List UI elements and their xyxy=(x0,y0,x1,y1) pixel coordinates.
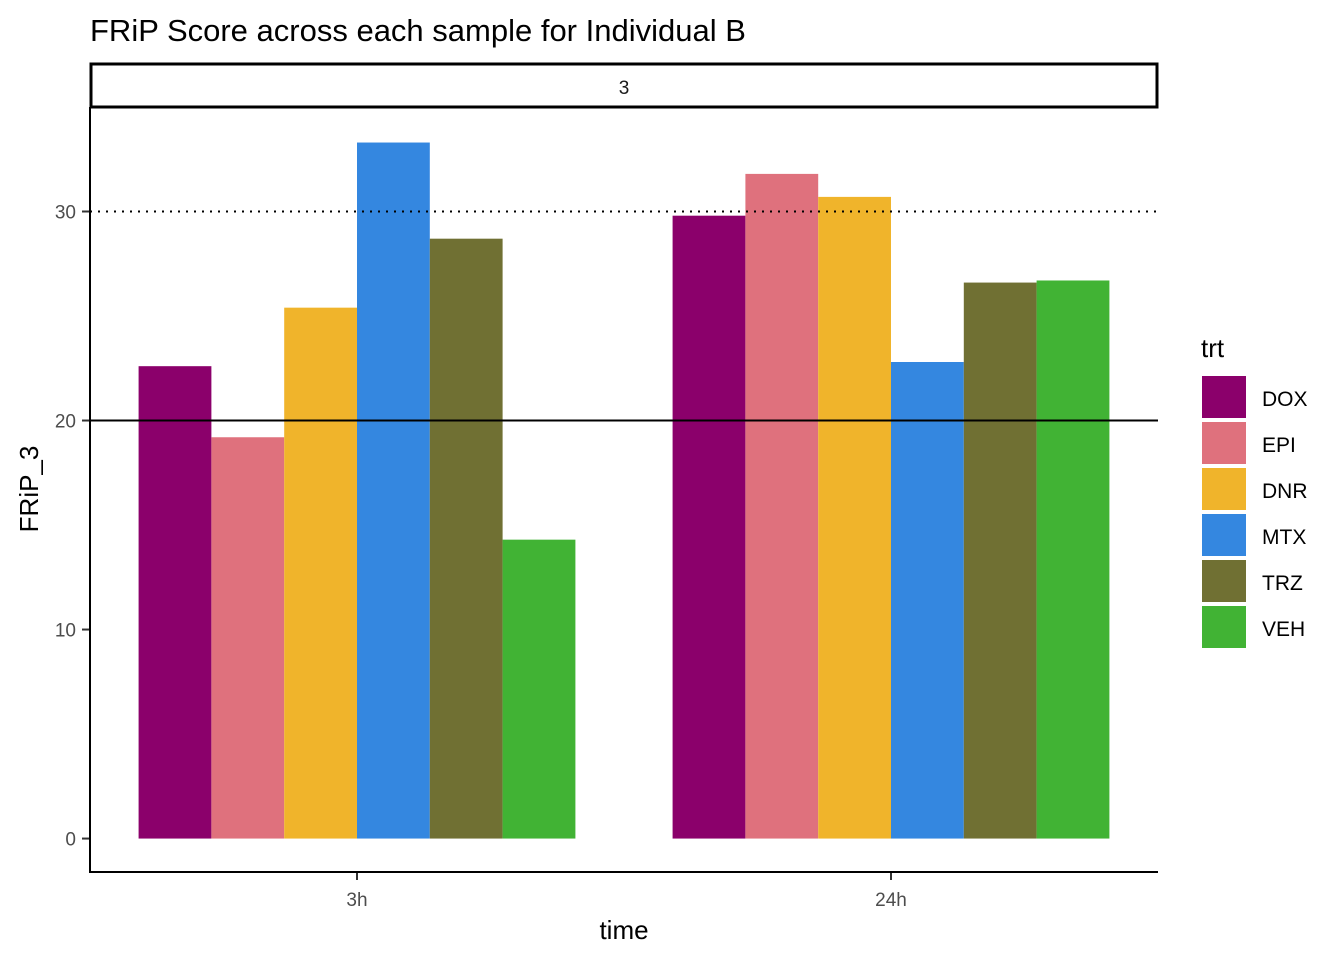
legend-key-mtx xyxy=(1202,514,1246,556)
y-tick-label: 30 xyxy=(55,203,76,224)
facet-strip xyxy=(89,62,1159,109)
bar-veh-24h xyxy=(1036,280,1110,839)
chart-title: FRiP Score across each sample for Indivi… xyxy=(90,13,746,48)
bar-dox-3h xyxy=(138,366,212,839)
legend-label-dnr: DNR xyxy=(1262,480,1308,503)
legend-title: trt xyxy=(1201,333,1225,363)
legend-key-dnr xyxy=(1202,468,1246,510)
bar-dnr-3h xyxy=(284,307,357,839)
y-tick-label: 10 xyxy=(55,621,76,642)
plot-area: 3h 24h 0 10 20 30 xyxy=(55,142,1158,911)
legend-label-epi: EPI xyxy=(1262,434,1296,457)
bar-mtx-24h xyxy=(891,362,964,839)
facet-label: 3 xyxy=(619,78,630,99)
bar-epi-3h xyxy=(211,437,285,839)
bar-trz-3h xyxy=(429,238,503,839)
x-tick-label: 3h xyxy=(346,890,367,911)
legend-key-trz xyxy=(1202,560,1246,602)
legend-key-veh xyxy=(1202,606,1246,648)
x-tick-label: 24h xyxy=(875,890,907,911)
legend-items: DOX EPI DNR MTX TRZ VEH xyxy=(1202,376,1308,648)
bar-epi-24h xyxy=(745,173,819,839)
bar-mtx-3h xyxy=(357,142,430,839)
legend-key-dox xyxy=(1202,376,1246,418)
bar-veh-3h xyxy=(502,539,576,839)
y-axis-title: FRiP_3 xyxy=(14,446,44,533)
bar-dox-24h xyxy=(672,215,746,839)
y-tick-label: 20 xyxy=(55,412,76,433)
legend: trt DOX EPI DNR MTX TRZ VEH xyxy=(1201,333,1308,648)
legend-label-veh: VEH xyxy=(1262,618,1305,641)
y-tick-label: 0 xyxy=(65,830,76,851)
bar-dnr-24h xyxy=(818,196,891,839)
legend-label-trz: TRZ xyxy=(1262,572,1303,595)
x-axis-title: time xyxy=(599,915,648,945)
legend-key-epi xyxy=(1202,422,1246,464)
legend-label-dox: DOX xyxy=(1262,388,1308,411)
legend-label-mtx: MTX xyxy=(1262,526,1306,549)
bar-trz-24h xyxy=(963,282,1037,839)
